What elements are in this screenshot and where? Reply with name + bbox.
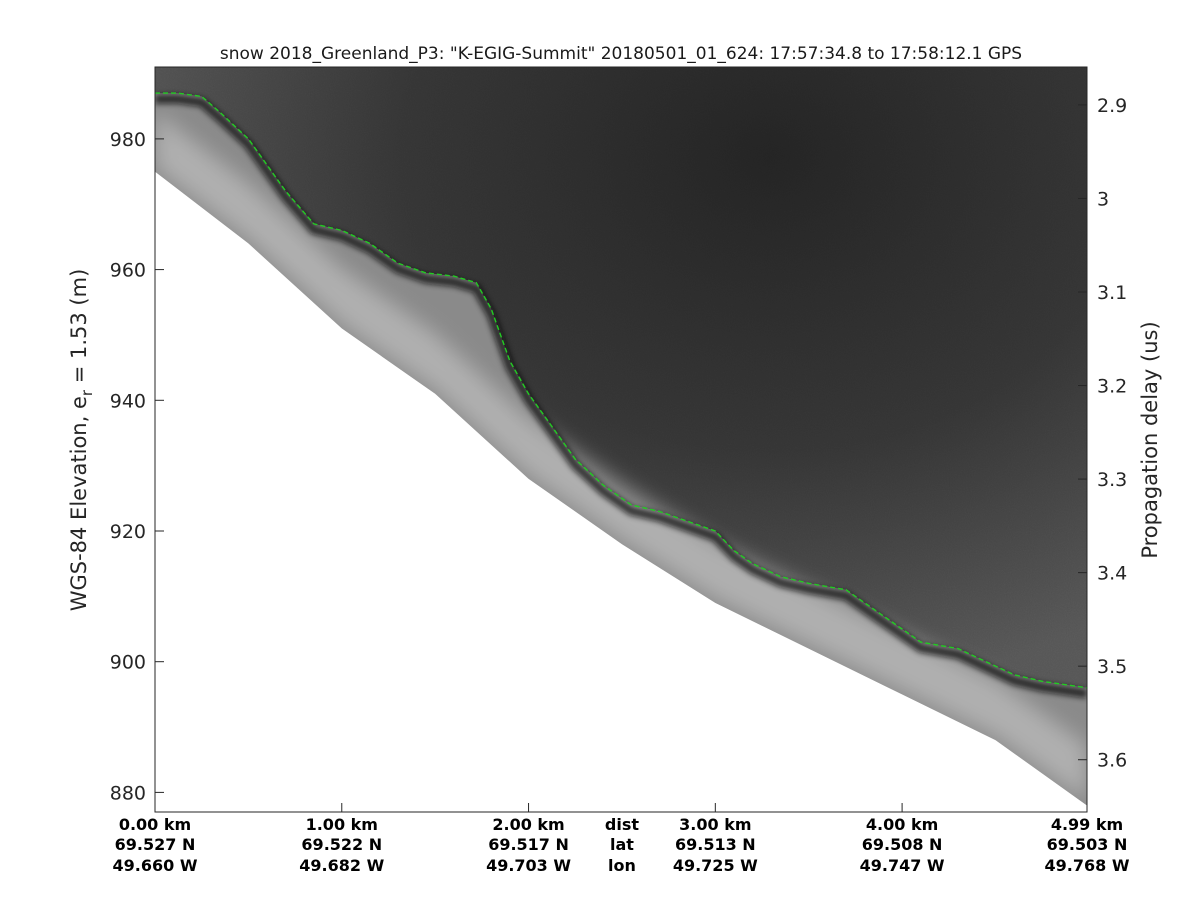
x-tick-dist-label: 2.00 km (492, 815, 564, 834)
right-tick-label: 3.6 (1097, 750, 1127, 772)
right-y-axis: 2.9 3 3.1 3.2 3.3 3.4 3.5 3.6 (1078, 95, 1127, 772)
x-tick-lon-label: 49.747 W (860, 856, 945, 875)
right-tick-label: 3.4 (1097, 563, 1127, 585)
x-tick-lat-label: 69.527 N (115, 835, 196, 854)
row-label-dist: dist (605, 815, 639, 834)
left-tick-label: 980 (110, 129, 146, 151)
left-tick-label: 880 (110, 782, 146, 804)
right-tick-label: 3.1 (1097, 282, 1127, 304)
x-tick-dist-label: 4.00 km (866, 815, 938, 834)
x-tick-lon-label: 49.660 W (113, 856, 198, 875)
left-tick-label: 920 (110, 521, 146, 543)
x-tick-dist-label: 3.00 km (679, 815, 751, 834)
x-tick-lon-label: 49.768 W (1045, 856, 1130, 875)
x-tick-lat-label: 69.508 N (862, 835, 943, 854)
x-tick-lat-label: 69.513 N (675, 835, 756, 854)
subsurface-band-shading (155, 111, 1087, 802)
x-tick-lon-label: 49.703 W (486, 856, 571, 875)
x-tick-dist-label: 4.99 km (1051, 815, 1123, 834)
left-y-axis: 880 900 920 940 960 980 (110, 129, 164, 804)
x-tick-dist-label: 1.00 km (306, 815, 378, 834)
row-label-lat: lat (610, 835, 634, 854)
left-axis-label: WGS-84 Elevation, er = 1.53 (m) (67, 269, 96, 612)
below-bottom-region (155, 171, 1087, 812)
x-tick-lat-label: 69.522 N (301, 835, 382, 854)
x-tick-lon-label: 49.725 W (673, 856, 758, 875)
right-tick-label: 3.3 (1097, 469, 1127, 491)
right-tick-label: 2.9 (1097, 95, 1127, 117)
x-tick-dist-label: 0.00 km (119, 815, 191, 834)
x-tick-lat-label: 69.503 N (1047, 835, 1128, 854)
left-tick-label: 940 (110, 390, 146, 412)
plot-frame (154, 66, 1088, 813)
left-tick-label: 900 (110, 652, 146, 674)
x-tick-lon-label: 49.682 W (299, 856, 384, 875)
right-tick-label: 3.2 (1097, 376, 1127, 398)
row-label-lon: lon (608, 856, 636, 875)
right-tick-label: 3 (1097, 188, 1109, 210)
right-axis-label: Propagation delay (us) (1138, 321, 1162, 558)
left-tick-label: 960 (110, 260, 146, 282)
plot-area (155, 67, 1087, 812)
surface-dark-layer (155, 94, 1087, 699)
x-tick-lat-label: 69.517 N (488, 835, 569, 854)
chart-title: snow 2018_Greenland_P3: "K-EGIG-Summit" … (220, 44, 1022, 64)
right-tick-label: 3.5 (1097, 656, 1127, 678)
surface-tracker-line (155, 92, 1087, 689)
